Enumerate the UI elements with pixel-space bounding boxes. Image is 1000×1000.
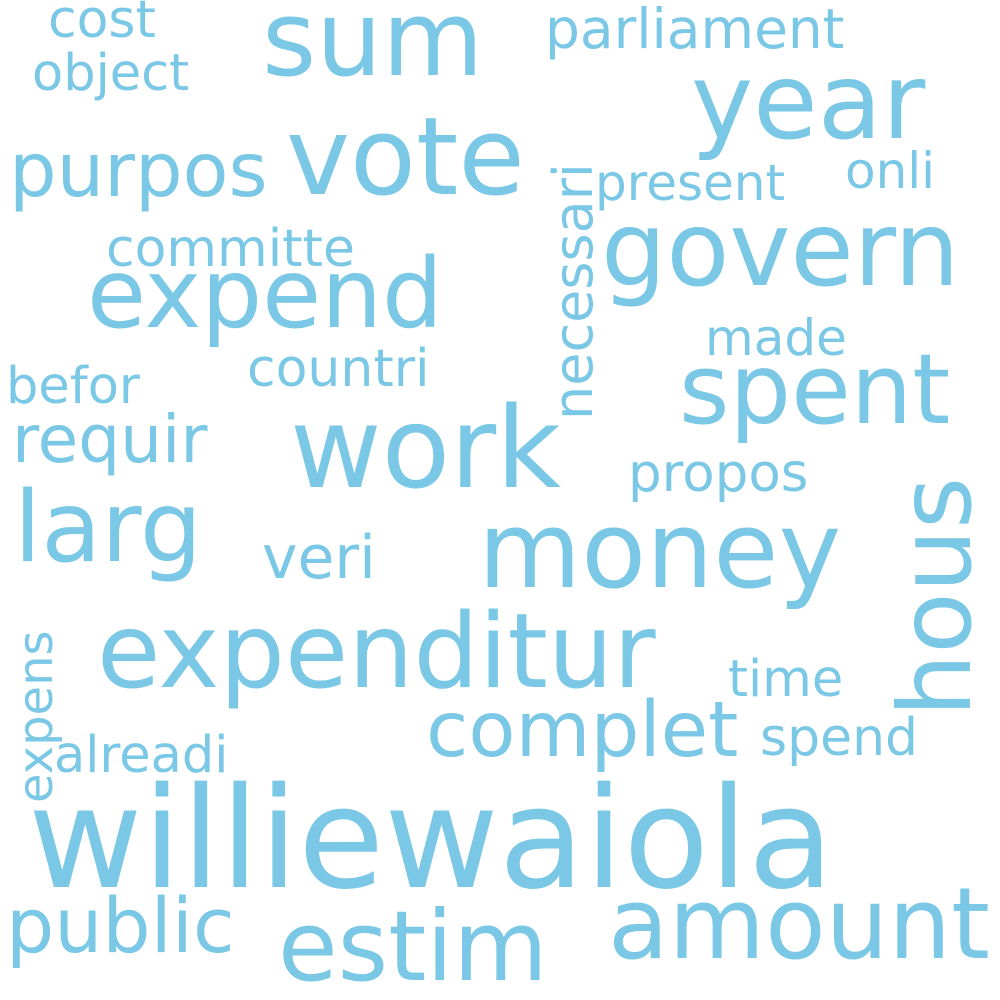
- word-requir: requir: [12, 401, 208, 478]
- word-onli: onli: [845, 142, 936, 200]
- word-object: object: [32, 44, 190, 103]
- word-made: made: [705, 309, 847, 367]
- word-govern: govern: [601, 190, 960, 310]
- word-parliament: parliament: [545, 0, 845, 61]
- word-expend: expend: [87, 238, 443, 350]
- word-cost: cost: [48, 0, 156, 50]
- word-hous: hous: [877, 476, 994, 717]
- word-amount: amount: [608, 867, 990, 982]
- word-work: work: [290, 384, 562, 514]
- word-estim: estim: [278, 890, 548, 1000]
- word-countri: countri: [247, 339, 430, 399]
- word-befor: befor: [6, 357, 140, 416]
- word-purpos: purpos: [9, 126, 268, 214]
- word-expenditur: expenditur: [97, 592, 656, 712]
- word-vote: vote: [286, 95, 525, 220]
- word-committe: committe: [106, 219, 355, 279]
- word-spent: spent: [679, 333, 951, 446]
- word-sum: sum: [262, 0, 484, 100]
- word-money: money: [478, 489, 842, 612]
- word-complet: complet: [426, 686, 739, 775]
- word-public: public: [6, 881, 235, 970]
- word-propos: propos: [628, 443, 809, 504]
- word-time: time: [728, 650, 844, 709]
- word-spend: spend: [760, 708, 919, 768]
- word-larg: larg: [14, 471, 203, 585]
- word-veri: veri: [262, 523, 376, 593]
- word-williewaiola: williewaiola: [28, 758, 834, 921]
- word-year: year: [691, 41, 926, 163]
- word-expens: expens: [8, 630, 64, 803]
- word-alreadi: alreadi: [54, 726, 229, 785]
- word-necessari: necessari: [542, 163, 605, 420]
- word-present: present: [595, 154, 786, 212]
